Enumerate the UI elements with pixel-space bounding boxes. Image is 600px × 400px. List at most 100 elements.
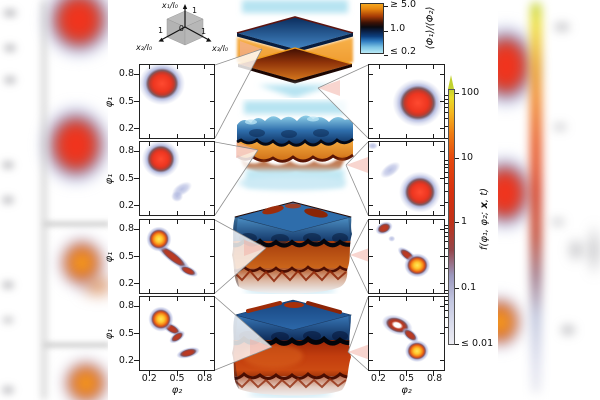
tick-mark [203,297,205,301]
heatmap-panel-left-4 [134,296,215,376]
tick-mark [440,359,444,361]
colorbar-minor-tick [445,167,448,169]
colorbar-minor-tick [445,290,448,292]
mist-top [242,0,348,13]
tick-mark [203,134,205,138]
background-blur-red [41,105,111,185]
colorbar-tick [455,287,459,289]
tick-mark [134,74,139,76]
slab-back-edge [236,16,354,34]
colorbar-minor-tick [445,182,448,184]
tick-mark [134,333,139,334]
colorbar-minor-tick [445,304,448,306]
crest-highlight [307,116,319,122]
background-blur-gray [0,385,16,395]
colorbar-minor-tick [445,224,448,226]
phi-colorbar-tick-top: ≥ 5.0 [390,0,417,10]
tick-mark [378,211,380,215]
tick-mark [406,65,407,69]
tick-mark [369,204,373,206]
tick-mark [378,220,380,224]
y-tick-label: 0.2 [118,354,134,366]
tick-mark [203,142,205,146]
tick-mark [210,204,214,206]
volume-render-3 [232,201,353,294]
colorbar-tick [384,30,388,32]
x-axis-label: φ₂ [171,385,183,396]
colorbar-minor-tick [445,309,448,311]
volume-render-4 [232,299,353,398]
y-tick-label: 0.8 [118,68,134,80]
origin-label: 0 [179,24,184,33]
tick-mark [440,256,444,257]
colorbar-minor-tick [445,98,448,100]
tick-mark [176,211,178,215]
axis-x2 [161,26,186,41]
background-blur-gray [0,160,16,170]
x-tick-label: 0.2 [141,373,157,384]
background-blur-gray [550,218,566,226]
y-tick-label: 0.2 [118,199,134,211]
heatmap-panel-left-3 [134,219,215,294]
axis-label-x1: x₁/l₀ [161,1,179,10]
axes-cube-inset: x₁/l₀ 1 1 1 0 x₂/l₀ x₃/l₀ [135,1,229,53]
density-blob [141,142,180,178]
heatmap-panel-left-1 [134,64,215,139]
colorbar-minor-tick [445,171,448,173]
heatmap-plot-area [369,297,444,370]
dark-interface [236,137,354,147]
axis-x3 [184,26,209,41]
x-tick-label: 0.5 [398,373,415,384]
colorbar-minor-tick [445,106,448,108]
colorbar-minor-tick [445,190,448,192]
x-axis-label: φ₂ [401,385,412,396]
y-tick-label: 0.2 [118,122,134,134]
tick-mark [369,256,373,257]
tick-mark [369,151,373,153]
tick-mark [433,142,435,146]
red-patch [284,302,304,308]
tick-mark [369,74,373,76]
tick-mark [440,151,444,153]
colorbar-minor-tick [445,241,448,243]
tick-mark [149,371,151,376]
tick-mark [406,211,407,215]
heatmap-plot-area [369,220,444,293]
background-blur-hline [44,222,110,226]
tick-mark [440,101,444,102]
density-blob [377,158,403,181]
colorbar-minor-tick [445,160,448,162]
tick-mark [203,220,205,224]
tick-mark [134,178,139,179]
volume-render-1 [236,0,354,98]
background-blur-gray [552,123,568,131]
colorbar-minor-tick [445,267,448,269]
colorbar-tick-label: 0.1 [461,282,477,293]
y-tick-label: 0.5 [118,172,134,184]
mist-bottom [238,176,346,190]
red-patch [304,208,328,218]
tick-mark [369,229,373,231]
f-label-x: x [479,202,490,209]
background-blur-hot [62,359,110,400]
tick-mark [210,178,214,179]
colorbar-minor-tick [445,95,448,97]
tick-mark [203,371,205,376]
tick-mark [210,359,214,361]
y-tick-label: 0.5 [118,327,134,339]
colorbar-minor-tick [445,231,448,233]
density-blob [175,345,201,362]
tick-mark [433,371,435,376]
colorbar-tick [455,343,459,345]
colorbar-minor-tick [445,102,448,104]
density-blob [405,340,430,363]
tick-mark [203,289,205,293]
tick-mark [369,359,373,361]
colorbar-tick [455,92,459,94]
x-tick-label: 0.2 [370,373,386,384]
density-blob [171,191,183,202]
tick-mark [149,211,151,215]
arrowhead-right-icon [206,37,212,42]
tick-mark [378,142,380,146]
